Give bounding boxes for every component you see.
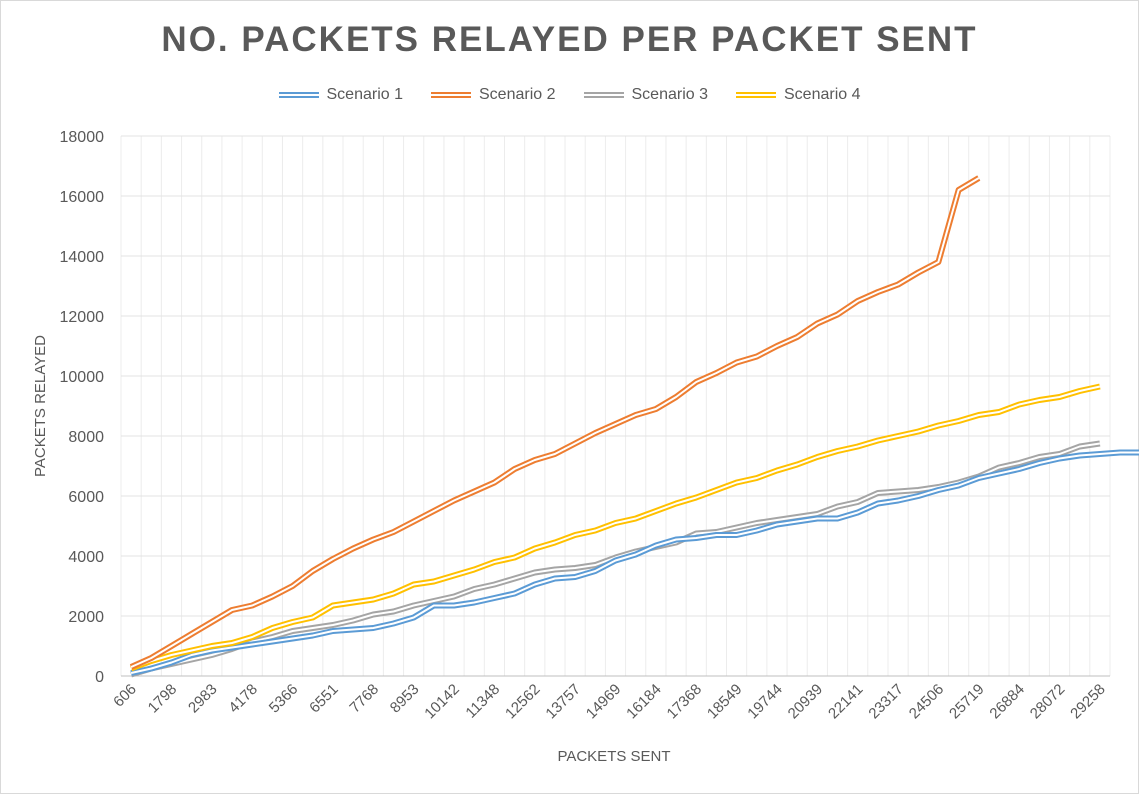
x-tick-label: 7768 xyxy=(347,681,383,717)
x-tick-label: 22141 xyxy=(825,681,867,723)
chart-legend: Scenario 1 Scenario 2 Scenario 3 Scenario 4 xyxy=(0,86,1139,104)
legend-label: Scenario 2 xyxy=(479,86,556,103)
legend-item: Scenario 3 xyxy=(583,86,709,104)
y-tick-label: 10000 xyxy=(60,369,105,386)
x-tick-label: 10142 xyxy=(421,681,463,723)
legend-item: Scenario 4 xyxy=(736,86,861,104)
x-tick-label: 606 xyxy=(110,681,140,711)
y-tick-label: 14000 xyxy=(60,249,105,266)
gridlines xyxy=(120,135,1111,677)
y-tick-label: 4000 xyxy=(68,549,104,566)
x-tick-label: 24506 xyxy=(906,681,948,723)
x-tick-label: 20939 xyxy=(785,681,827,723)
x-tick-label: 19744 xyxy=(744,681,786,723)
chart-title: NO. PACKETS RELAYED PER PACKET SENT xyxy=(161,20,978,59)
x-tick-label: 6551 xyxy=(306,681,342,717)
legend-item: Scenario 1 xyxy=(278,86,404,104)
x-tick-label: 14969 xyxy=(583,681,625,723)
y-axis-ticks: 0 2000 4000 6000 8000 10000 12000 14000 16000 180… xyxy=(60,129,105,686)
x-tick-label: 8953 xyxy=(387,681,423,717)
series-line-scenario-2 xyxy=(129,175,981,670)
y-tick-label: 6000 xyxy=(68,489,104,506)
x-tick-label: 28072 xyxy=(1027,681,1069,723)
x-tick-label: 18549 xyxy=(704,681,746,723)
legend-label: Scenario 3 xyxy=(631,86,709,103)
series-lines xyxy=(129,175,1139,678)
x-tick-label: 29258 xyxy=(1067,681,1109,723)
x-axis-title: PACKETS SENT xyxy=(557,748,670,765)
legend-swatch xyxy=(278,92,319,98)
legend-swatch xyxy=(431,92,471,98)
x-tick-label: 12562 xyxy=(502,681,544,723)
x-tick-label: 5366 xyxy=(266,681,302,717)
x-tick-label: 1798 xyxy=(145,681,181,717)
x-tick-label: 11348 xyxy=(462,681,503,722)
y-tick-label: 2000 xyxy=(68,609,104,626)
y-axis-title: PACKETS RELAYED xyxy=(32,335,49,477)
legend-label: Scenario 1 xyxy=(326,86,404,103)
x-tick-label: 4178 xyxy=(225,681,261,717)
series-line-scenario-1 xyxy=(130,449,1139,676)
series-line-scenario-4 xyxy=(130,383,1101,672)
x-tick-label: 25719 xyxy=(946,681,988,723)
y-tick-label: 12000 xyxy=(60,309,105,326)
legend-label: Scenario 4 xyxy=(784,86,861,103)
x-tick-label: 2983 xyxy=(185,681,221,717)
y-tick-label: 16000 xyxy=(60,189,105,206)
y-tick-label: 8000 xyxy=(68,429,104,446)
legend-swatch xyxy=(583,92,624,98)
y-tick-label: 18000 xyxy=(60,129,105,146)
x-tick-label: 17368 xyxy=(664,681,706,723)
legend-item: Scenario 2 xyxy=(431,86,556,104)
x-tick-label: 23317 xyxy=(865,681,907,723)
x-tick-label: 26884 xyxy=(986,681,1028,723)
legend-swatch xyxy=(736,92,776,98)
x-tick-label: 16184 xyxy=(623,681,665,723)
y-tick-label: 0 xyxy=(95,669,104,686)
x-tick-label: 13757 xyxy=(542,681,584,723)
